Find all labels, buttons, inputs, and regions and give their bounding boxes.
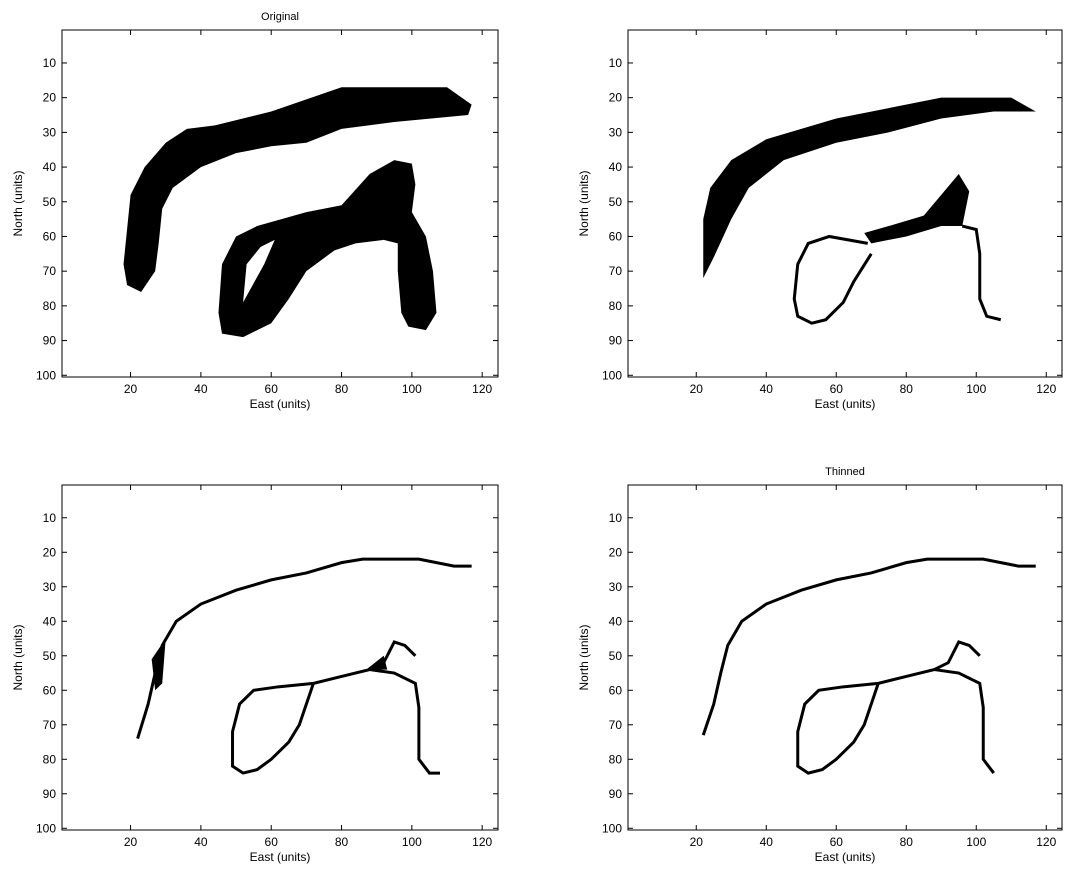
y-tick-label: 30: [43, 580, 57, 594]
y-tick-label: 100: [36, 368, 56, 382]
x-tick-label: 120: [472, 382, 492, 396]
x-tick-label: 80: [900, 382, 914, 396]
y-tick-label: 50: [609, 195, 623, 209]
x-tick-label: 60: [265, 835, 279, 849]
y-tick-label: 10: [609, 56, 623, 70]
x-tick-label: 60: [830, 835, 844, 849]
y-tick-label: 60: [609, 683, 623, 697]
y-tick-label: 90: [609, 787, 623, 801]
y-tick-label: 40: [43, 160, 57, 174]
axes-frame: [628, 30, 1062, 377]
x-tick-label: 80: [900, 835, 914, 849]
y-tick-label: 100: [36, 821, 56, 835]
x-axis-label: East (units): [815, 850, 876, 864]
y-tick-label: 90: [43, 334, 57, 348]
y-tick-label: 80: [609, 299, 623, 313]
y-axis-label: North (units): [11, 170, 25, 236]
x-axis-label: East (units): [815, 397, 876, 411]
image-original: [124, 87, 472, 337]
y-tick-label: 70: [43, 264, 57, 278]
y-tick-label: 50: [609, 649, 623, 663]
x-tick-label: 80: [335, 382, 349, 396]
y-tick-label: 60: [609, 229, 623, 243]
y-tick-label: 80: [43, 752, 57, 766]
y-tick-label: 30: [609, 580, 623, 594]
y-axis-label: North (units): [11, 624, 25, 690]
y-tick-label: 10: [43, 511, 57, 525]
y-tick-label: 70: [43, 718, 57, 732]
y-tick-label: 70: [609, 718, 623, 732]
x-tick-label: 100: [966, 382, 986, 396]
y-tick-label: 80: [43, 299, 57, 313]
x-tick-label: 100: [402, 382, 422, 396]
x-tick-label: 100: [402, 835, 422, 849]
x-tick-label: 60: [830, 382, 844, 396]
y-tick-label: 50: [43, 195, 57, 209]
x-tick-label: 40: [194, 382, 208, 396]
y-tick-label: 100: [602, 821, 622, 835]
chart-title: Original: [261, 11, 299, 23]
y-tick-label: 90: [609, 334, 623, 348]
x-tick-label: 20: [124, 835, 138, 849]
figure: 20 40 60 80 100 120 10 20 30 40 50 60 70 80 90 100 Origi…: [0, 0, 1065, 867]
y-tick-label: 20: [43, 545, 57, 559]
axes-frame: [62, 485, 498, 830]
x-tick-label: 120: [1036, 835, 1056, 849]
y-tick-label: 80: [609, 752, 623, 766]
x-tick-label: 20: [124, 382, 138, 396]
axes-frame: [62, 30, 498, 377]
x-tick-label: 40: [194, 835, 208, 849]
image-near-thinned: [138, 559, 472, 773]
y-tick-label: 20: [43, 91, 57, 105]
y-tick-label: 40: [609, 614, 623, 628]
y-tick-label: 30: [609, 125, 623, 139]
x-tick-label: 20: [690, 835, 704, 849]
x-tick-label: 80: [335, 835, 349, 849]
y-tick-label: 50: [43, 649, 57, 663]
y-tick-label: 40: [43, 614, 57, 628]
axes-frame: [628, 485, 1062, 830]
y-tick-label: 60: [43, 229, 57, 243]
y-tick-label: 20: [609, 91, 623, 105]
page: {"chart_data": [ {"type": "image", "titl…: [0, 0, 1065, 872]
x-axis-label: East (units): [250, 397, 311, 411]
y-tick-label: 60: [43, 683, 57, 697]
x-axis-label: East (units): [250, 850, 311, 864]
y-tick-label: 100: [602, 368, 622, 382]
y-axis-label: North (units): [577, 170, 591, 236]
image-partial: [703, 98, 1036, 324]
x-tick-label: 20: [690, 382, 704, 396]
x-tick-label: 120: [472, 835, 492, 849]
y-tick-label: 70: [609, 264, 623, 278]
y-tick-label: 10: [43, 56, 57, 70]
x-tick-label: 60: [265, 382, 279, 396]
y-axis-label: North (units): [577, 624, 591, 690]
y-tick-label: 90: [43, 787, 57, 801]
x-tick-label: 120: [1036, 382, 1056, 396]
y-tick-label: 40: [609, 160, 623, 174]
x-tick-label: 40: [760, 382, 774, 396]
y-tick-label: 20: [609, 545, 623, 559]
x-tick-label: 40: [760, 835, 774, 849]
image-thinned: [703, 559, 1036, 773]
y-tick-label: 10: [609, 511, 623, 525]
y-tick-label: 30: [43, 125, 57, 139]
chart-title: Thinned: [825, 466, 865, 478]
x-tick-label: 100: [966, 835, 986, 849]
